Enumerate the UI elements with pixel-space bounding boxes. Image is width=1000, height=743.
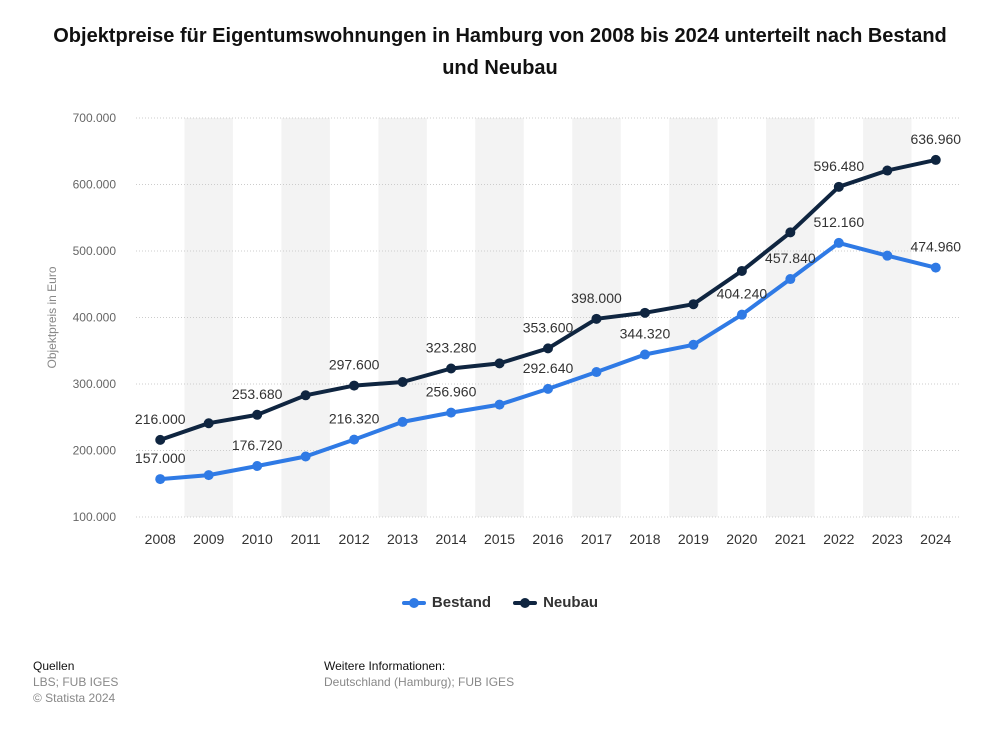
data-point-bestand [543,383,553,394]
data-point-bestand [349,434,360,445]
y-tick-label: 200.000 [73,444,117,458]
data-label-neubau: 353.600 [523,319,574,335]
legend-label-neubau: Neubau [543,594,599,611]
sources-block: Quellen LBS; FUB IGES © Statista 2024 [33,658,118,706]
data-point-neubau [252,409,263,420]
y-tick-label: 300.000 [73,377,117,391]
chart-title: Objektpreise für Eigentumswohnungen in H… [53,25,947,79]
sources-text: LBS; FUB IGES [33,675,119,689]
x-tick-label: 2022 [823,531,854,547]
data-point-neubau [736,265,747,276]
data-point-neubau [203,418,214,429]
legend-item-neubau[interactable]: Neubau [513,594,598,611]
y-tick-label: 100.000 [73,510,117,524]
data-point-neubau [688,299,699,310]
x-tick-label: 2012 [339,531,370,547]
data-label-bestand: 404.240 [717,286,768,302]
data-point-bestand [930,262,941,273]
legend-label-bestand: Bestand [431,594,492,611]
x-tick-label: 2009 [193,531,224,547]
data-label-bestand: 176.720 [232,437,283,453]
data-label-bestand: 344.320 [620,326,671,342]
legend: Bestand Neubau [0,594,1000,611]
data-point-bestand [882,250,893,261]
data-point-neubau [155,434,166,445]
y-tick-label: 600.000 [73,178,117,192]
x-tick-label: 2023 [872,531,903,547]
data-label-neubau: 297.600 [329,357,380,373]
x-tick-label: 2014 [435,531,466,547]
data-point-neubau [785,227,796,238]
data-point-bestand [252,460,263,471]
x-tick-label: 2010 [242,531,273,547]
data-label-bestand: 216.320 [329,411,380,427]
x-tick-label: 2020 [726,531,757,547]
data-point-bestand [397,416,408,427]
data-label-bestand: 157.000 [135,450,186,466]
data-point-bestand [446,407,457,418]
info-block: Weitere Informationen: Deutschland (Hamb… [324,658,514,690]
data-point-bestand [203,470,214,481]
sources-heading: Quellen [33,659,75,673]
legend-item-bestand[interactable]: Bestand [401,594,492,611]
data-point-neubau [543,343,553,354]
y-tick-label: 500.000 [73,244,117,258]
data-label-bestand: 457.840 [765,250,816,266]
data-point-bestand [688,339,699,350]
y-axis-label: Objektpreis in Euro [45,266,59,368]
data-point-bestand [785,274,796,285]
data-label-neubau: 596.480 [814,158,865,174]
data-label-neubau: 636.960 [910,131,961,147]
data-label-neubau: 398.000 [571,290,622,306]
data-label-bestand: 292.640 [523,360,574,376]
data-point-bestand [639,349,650,360]
data-point-bestand [300,451,311,462]
data-point-neubau [882,165,893,176]
data-label-neubau: 253.680 [232,386,283,402]
data-label-bestand: 256.960 [426,384,477,400]
data-point-neubau [397,377,408,388]
legend-marker-neubau [513,597,538,609]
data-point-neubau [446,363,457,374]
y-tick-label: 400.000 [73,311,117,325]
data-point-bestand [155,474,166,485]
data-point-neubau [591,313,602,324]
x-tick-label: 2019 [678,531,709,547]
data-point-neubau [833,181,844,192]
y-tick-label: 700.000 [73,111,117,125]
data-label-bestand: 512.160 [814,214,865,230]
data-point-bestand [494,399,505,410]
x-tick-label: 2018 [629,531,660,547]
x-tick-label: 2024 [920,531,951,547]
x-tick-label: 2015 [484,531,515,547]
data-point-neubau [300,390,311,401]
x-tick-label: 2021 [775,531,806,547]
data-label-neubau: 323.280 [426,340,477,356]
x-tick-label: 2011 [291,531,321,547]
data-label-neubau: 216.000 [135,411,186,427]
data-point-bestand [736,309,747,320]
data-point-neubau [639,307,650,318]
x-tick-label: 2013 [387,531,418,547]
info-text: Deutschland (Hamburg); FUB IGES [324,675,515,689]
data-point-neubau [494,358,505,369]
data-point-bestand [591,367,602,378]
legend-marker-bestand [401,597,426,609]
x-tick-label: 2017 [581,531,612,547]
info-heading: Weitere Informationen: [324,659,446,673]
data-point-neubau [349,380,360,391]
data-point-neubau [930,154,941,165]
data-point-bestand [833,237,844,248]
x-tick-label: 2016 [532,531,563,547]
data-label-bestand: 474.960 [910,239,961,255]
copyright-text: © Statista 2024 [33,691,116,705]
x-tick-label: 2008 [145,531,176,547]
